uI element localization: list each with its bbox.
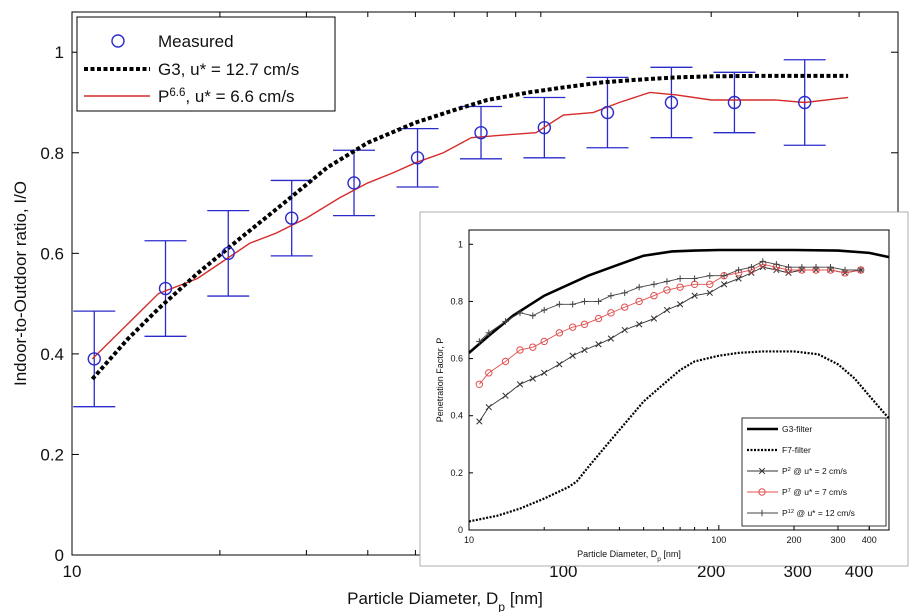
inset-y-tick-label: 0.6	[450, 354, 463, 364]
main-legend: Measured G3, u* = 12.7 cm/s P6.6, u* = 6.6…	[77, 17, 335, 111]
inset-x-axis-title-unit: [nm]	[661, 549, 681, 559]
legend-p66-label-sup: 6.6	[169, 87, 185, 99]
legend-p66-label-rest: , u* = 6.6 cm/s	[185, 87, 294, 106]
inset-x-axis-title-text: Particle Diameter, D	[577, 549, 658, 559]
y-tick-label: 0.4	[40, 345, 64, 364]
inset-x-tick-label: 300	[830, 535, 845, 545]
legend-measured-label: Measured	[158, 32, 234, 51]
inset-legend: G3-filter F7-filter P2 @ u* = 2 cm/s P7 @ u…	[742, 418, 886, 526]
inset-legend-p2-label-rest: @ u* = 2 cm/s	[791, 466, 847, 476]
y-tick-label: 0.8	[40, 144, 64, 163]
y-tick-label: 0.6	[40, 244, 64, 263]
inset-legend-f7-filter-label: F7-filter	[782, 445, 811, 455]
inset-x-tick-label: 100	[711, 535, 726, 545]
inset-legend-p2-label: P2 @ u* = 2 cm/s	[782, 466, 847, 476]
inset-y-tick-label: 0.8	[450, 296, 463, 306]
y-tick-label: 0.2	[40, 445, 64, 464]
inset-legend-p7-label: P7 @ u* = 7 cm/s	[782, 487, 847, 497]
x-axis-title-text: Particle Diameter, D	[347, 589, 498, 608]
inset-legend-p7-label-rest: @ u* = 7 cm/s	[791, 487, 847, 497]
inset-legend-g3-filter-label: G3-filter	[782, 424, 812, 434]
inset-y-tick-label: 0	[458, 525, 463, 535]
y-axis-title: Indoor-to-Outdoor ratio, I/O	[11, 181, 30, 386]
x-axis-title: Particle Diameter, Dp [nm]	[347, 589, 543, 612]
inset-x-tick-label: 200	[787, 535, 802, 545]
inset-legend-p12-label-rest: @ u* = 12 cm/s	[794, 508, 855, 518]
inset-x-tick-label: 10	[464, 535, 474, 545]
inset-y-tick-label: 0.4	[450, 411, 463, 421]
x-axis-title-unit: [nm]	[505, 589, 543, 608]
x-tick-label: 10	[63, 562, 82, 581]
legend-g3-label: G3, u* = 12.7 cm/s	[158, 60, 299, 79]
legend-p66-label-base: P	[158, 87, 169, 106]
inset-y-tick-label: 1	[458, 239, 463, 249]
inset-chart: 0 0.2 0.4 0.6 0.8 1 10 100 200 300 400 Particle Dia…	[420, 212, 908, 566]
y-tick-label: 1	[55, 43, 64, 62]
inset-y-axis-title: Penetration Factor, P	[435, 338, 445, 423]
inset-x-tick-label: 400	[862, 535, 877, 545]
inset-y-tick-label: 0.2	[450, 468, 463, 478]
